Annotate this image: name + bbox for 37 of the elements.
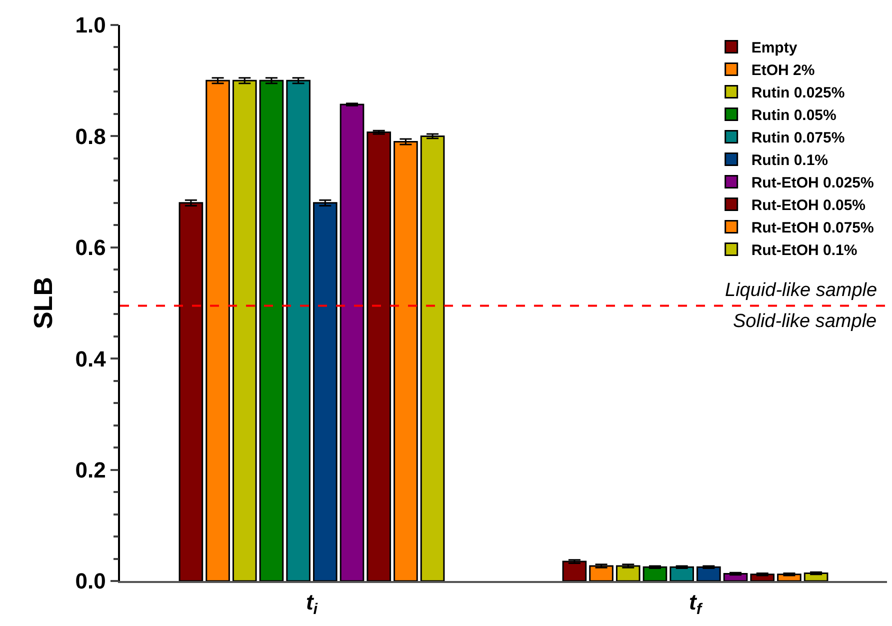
bar (562, 560, 587, 581)
bar (206, 80, 230, 581)
y-tick-label: 0.8 (75, 124, 106, 149)
bar (366, 132, 392, 581)
legend-label: Rut-EtOH 0.05% (751, 197, 866, 214)
legend-label: Empty (751, 40, 798, 57)
x-tick-label: t$_{f}$ (689, 589, 704, 618)
bar (696, 566, 721, 581)
bar (232, 80, 257, 581)
bar (286, 80, 310, 581)
bar (178, 202, 204, 581)
bar (259, 80, 284, 581)
bar (394, 141, 418, 581)
legend-label: Rut-EtOH 0.025% (751, 174, 874, 192)
bar (420, 135, 445, 581)
bar (340, 104, 364, 581)
y-tick-label: 0.4 (75, 346, 107, 372)
bar (589, 565, 614, 581)
y-tick-label: 1.0 (75, 12, 106, 38)
legend-label: Rut-EtOH 0.1% (751, 242, 858, 260)
y-axis-title: SLB (28, 277, 58, 329)
bar (670, 566, 694, 581)
annotation: Solid-like sample (733, 311, 877, 332)
legend-label: Rutin 0.1% (751, 152, 828, 170)
bar (642, 566, 668, 581)
annotation: Liquid-like sample (725, 280, 878, 301)
y-tick-label: 0.6 (75, 235, 106, 260)
y-tick-label: 0.0 (75, 568, 106, 594)
x-tick-label: t$_{i}$ (306, 589, 318, 618)
legend-label: Rutin 0.075% (751, 130, 845, 147)
legend-label: Rutin 0.025% (751, 84, 845, 102)
legend-label: Rutin 0.05% (751, 107, 836, 124)
bar (313, 202, 338, 581)
y-tick-label: 0.2 (75, 458, 106, 482)
legend-label: EtOH 2% (751, 62, 815, 80)
legend-label: Rut-EtOH 0.075% (751, 220, 874, 237)
bar (616, 565, 640, 581)
